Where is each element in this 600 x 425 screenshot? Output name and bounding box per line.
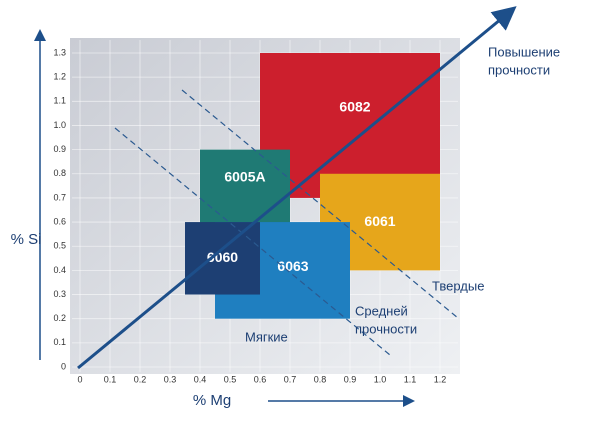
- y-tick-label: 0.8: [53, 168, 66, 178]
- x-tick-label: 0.7: [284, 374, 297, 384]
- x-tick-label: 0.1: [104, 374, 117, 384]
- x-tick-label: 0.9: [344, 374, 357, 384]
- x-tick-label: 0.8: [314, 374, 327, 384]
- alloy-region: [185, 222, 260, 295]
- region-label: 6061: [364, 213, 395, 229]
- x-tick-label: 0: [77, 374, 82, 384]
- annotation: Средней: [355, 303, 408, 318]
- x-tick-label: 1.1: [404, 374, 417, 384]
- x-tick-label: 1.0: [374, 374, 387, 384]
- x-tick-label: 0.2: [134, 374, 147, 384]
- annotation: прочности: [488, 62, 550, 77]
- annotation: Мягкие: [245, 329, 288, 344]
- annotation: Твердые: [432, 278, 484, 293]
- y-tick-label: 1.3: [53, 47, 66, 57]
- y-tick-label: 0.1: [53, 337, 66, 347]
- y-tick-label: 1.0: [53, 120, 66, 130]
- strength-arrow: [77, 6, 517, 370]
- y-tick-label: 0.4: [53, 265, 66, 275]
- region-label: 6082: [339, 99, 370, 115]
- region-label: 6060: [207, 249, 238, 265]
- y-tick-label: 0.2: [53, 313, 66, 323]
- x-axis-label: % Mg: [193, 392, 231, 409]
- y-tick-label: 0.7: [53, 192, 66, 202]
- y-tick-label: 1.1: [53, 96, 66, 106]
- y-tick-label: 0: [61, 361, 66, 371]
- y-tick-label: 0.9: [53, 144, 66, 154]
- y-tick-label: 0.5: [53, 241, 66, 251]
- region-label: 6005A: [224, 168, 265, 184]
- y-axis-label: % Si: [11, 231, 42, 248]
- y-tick-label: 1.2: [53, 72, 66, 82]
- y-tick-label: 0.6: [53, 216, 66, 226]
- annotation: Повышение: [488, 44, 560, 59]
- x-tick-label: 1.2: [434, 374, 447, 384]
- y-tick-label: 0.3: [53, 289, 66, 299]
- x-tick-label: 0.6: [254, 374, 267, 384]
- x-tick-label: 0.3: [164, 374, 177, 384]
- region-label: 6063: [277, 258, 308, 274]
- x-tick-label: 0.5: [224, 374, 237, 384]
- annotation: прочности: [355, 321, 417, 336]
- x-tick-label: 0.4: [194, 374, 207, 384]
